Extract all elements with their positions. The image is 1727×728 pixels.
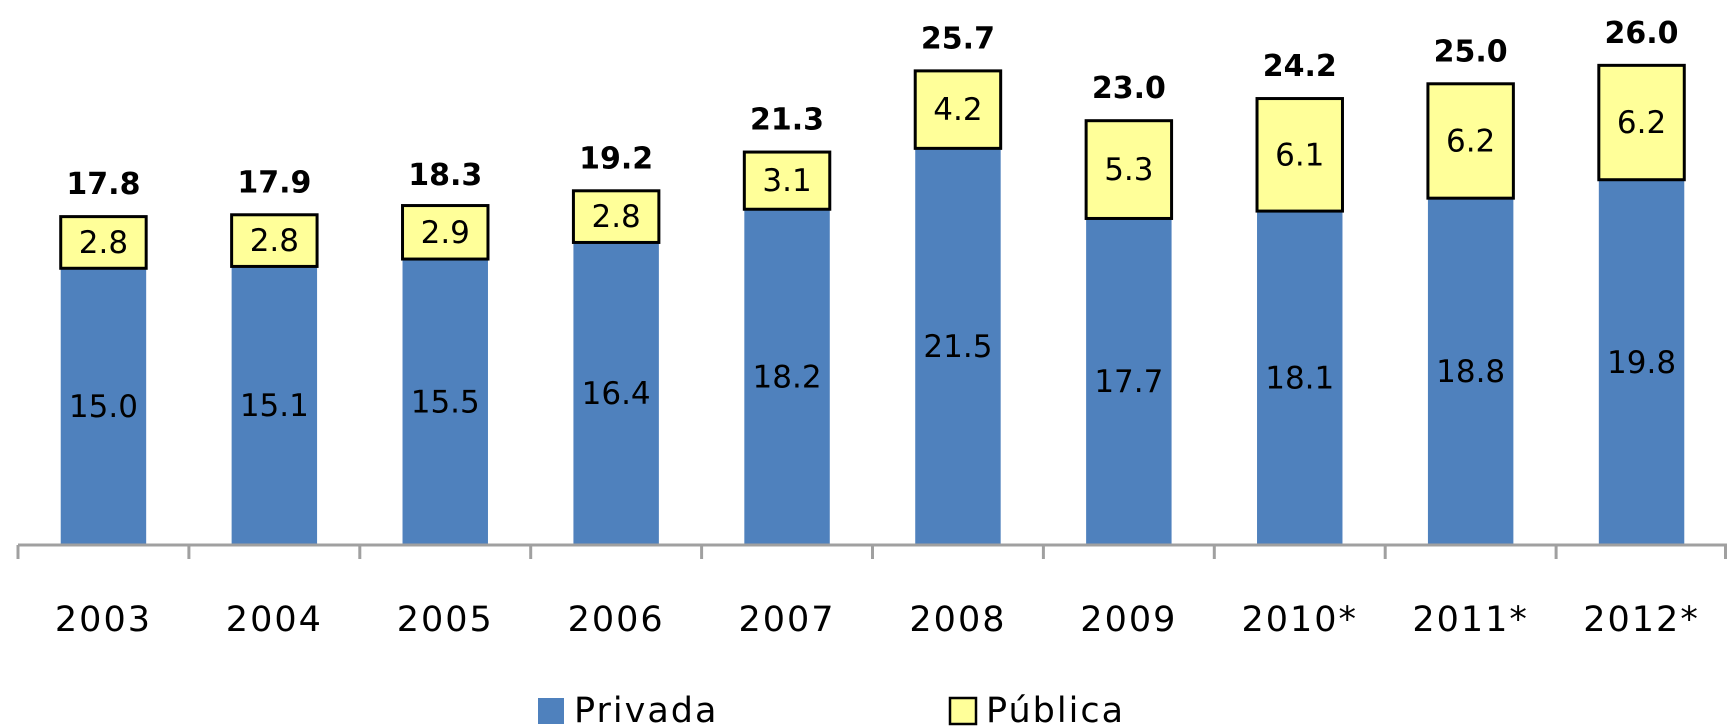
total-label: 17.9 xyxy=(237,165,311,200)
bar-segment xyxy=(1257,211,1343,545)
value-label: 19.8 xyxy=(1607,345,1676,381)
bar-segment xyxy=(60,268,147,545)
value-label: 17.7 xyxy=(1094,364,1163,400)
value-label: 2.8 xyxy=(79,225,128,261)
x-tick-label: 2011* xyxy=(1412,600,1529,640)
value-label: 18.8 xyxy=(1436,354,1505,390)
bar-segment xyxy=(230,213,319,268)
bar-segment xyxy=(1426,82,1515,200)
total-label: 26.0 xyxy=(1605,16,1679,51)
x-tick-label: 2010* xyxy=(1241,600,1358,640)
x-tick-label: 2007 xyxy=(739,600,836,640)
x-tick-label: 2009 xyxy=(1080,600,1177,640)
bar-segment xyxy=(59,215,148,270)
x-tick-label: 2012* xyxy=(1583,600,1700,640)
value-label: 6.2 xyxy=(1617,105,1666,141)
bar-segment xyxy=(744,209,830,545)
total-label: 18.3 xyxy=(408,158,482,193)
x-tick-label: 2003 xyxy=(55,600,152,640)
x-tick-label: 2004 xyxy=(226,600,323,640)
bar-segment xyxy=(1255,97,1344,213)
total-label: 17.8 xyxy=(66,167,140,202)
x-tick-label: 2006 xyxy=(568,600,665,640)
bar-segment xyxy=(913,69,1003,150)
x-tick-label: 2005 xyxy=(397,600,494,640)
total-label: 25.7 xyxy=(921,21,995,56)
total-label: 23.0 xyxy=(1092,71,1166,106)
value-label: 4.2 xyxy=(933,92,982,128)
value-label: 18.1 xyxy=(1265,361,1334,397)
total-label: 24.2 xyxy=(1263,49,1337,84)
x-tick-label: 2008 xyxy=(909,600,1006,640)
bar-segment xyxy=(1427,198,1514,545)
total-label: 21.3 xyxy=(750,103,824,138)
bar-segment xyxy=(1084,119,1174,220)
value-label: 15.1 xyxy=(240,388,309,424)
value-label: 6.1 xyxy=(1275,137,1324,173)
bar-segment xyxy=(1597,63,1686,182)
legend-swatch xyxy=(948,696,978,726)
bar-segment xyxy=(1598,179,1685,546)
bar-segment xyxy=(915,148,1001,546)
value-label: 5.3 xyxy=(1104,152,1153,188)
bar-segment xyxy=(1086,218,1172,545)
value-label: 2.8 xyxy=(250,223,299,259)
value-label: 2.9 xyxy=(421,215,470,251)
value-label: 18.2 xyxy=(753,360,822,396)
bar-segment xyxy=(573,242,659,545)
bar-segment xyxy=(401,204,490,261)
legend-swatch xyxy=(538,698,564,724)
legend-label: Privada xyxy=(574,691,718,728)
value-label: 2.8 xyxy=(591,199,640,235)
value-label: 3.1 xyxy=(762,163,811,199)
value-label: 15.0 xyxy=(69,389,138,425)
total-label: 19.2 xyxy=(579,141,653,176)
value-label: 21.5 xyxy=(923,329,992,365)
bar-segment xyxy=(402,259,488,545)
value-label: 16.4 xyxy=(582,376,651,412)
legend-label: Pública xyxy=(986,691,1125,728)
value-label: 6.2 xyxy=(1446,123,1495,159)
bar-segment xyxy=(571,189,661,244)
bar-segment xyxy=(742,150,832,211)
bar-segment xyxy=(231,266,318,545)
value-label: 15.5 xyxy=(411,385,480,421)
total-label: 25.0 xyxy=(1434,34,1508,69)
